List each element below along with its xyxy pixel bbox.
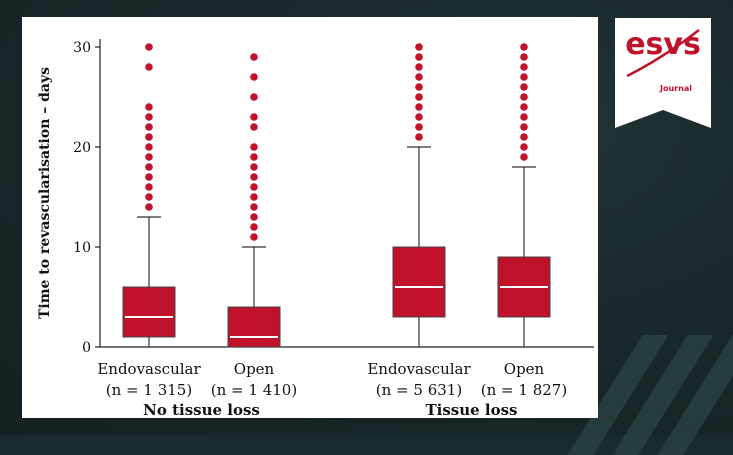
outlier-point: [250, 203, 258, 211]
box: [227, 306, 281, 348]
outlier-point: [145, 133, 153, 141]
outlier-point: [250, 163, 258, 171]
outlier-point: [250, 193, 258, 201]
outlier-point: [250, 173, 258, 181]
outlier-point: [520, 103, 528, 111]
outlier-point: [250, 223, 258, 231]
outlier-point: [250, 213, 258, 221]
outlier-point: [520, 83, 528, 91]
outlier-point: [520, 63, 528, 71]
group-label: No tissue loss: [143, 401, 260, 418]
outlier-point: [145, 193, 153, 201]
outlier-point: [250, 143, 258, 151]
outlier-point: [415, 53, 423, 61]
outlier-point: [250, 73, 258, 81]
group-label: Tissue loss: [425, 401, 517, 418]
outlier-point: [415, 43, 423, 51]
outlier-point: [250, 123, 258, 131]
outlier-point: [415, 103, 423, 111]
outlier-point: [415, 123, 423, 131]
y-tick-label: 0: [82, 340, 91, 356]
category-label: Open: [234, 360, 275, 378]
outlier-point: [415, 133, 423, 141]
outlier-point: [520, 143, 528, 151]
y-tick-label: 30: [73, 40, 91, 56]
outlier-point: [250, 53, 258, 61]
category-label: Endovascular: [97, 360, 201, 378]
outlier-point: [145, 123, 153, 131]
outlier-point: [250, 113, 258, 121]
outlier-point: [145, 113, 153, 121]
outlier-point: [415, 93, 423, 101]
box: [392, 246, 446, 318]
outlier-point: [415, 73, 423, 81]
sample-size-label: (n = 1 827): [481, 381, 567, 399]
sample-size-label: (n = 5 631): [376, 381, 462, 399]
y-tick-label: 20: [73, 140, 91, 156]
outlier-point: [520, 73, 528, 81]
outlier-point: [250, 233, 258, 241]
sample-size-label: (n = 1 410): [211, 381, 297, 399]
y-axis-label: Time to revascularisation – days: [37, 67, 53, 319]
box: [122, 286, 176, 338]
outlier-point: [520, 43, 528, 51]
outlier-point: [145, 63, 153, 71]
outlier-point: [520, 123, 528, 131]
journal-label: Journal: [660, 84, 692, 93]
outlier-point: [415, 83, 423, 91]
outlier-point: [520, 53, 528, 61]
chart-panel: 0 10 20 30 Time to revascularisation – days E…: [22, 17, 598, 418]
esvs-logo: esvs Journal: [615, 18, 711, 128]
outlier-point: [250, 183, 258, 191]
outlier-point: [145, 153, 153, 161]
outlier-point: [145, 173, 153, 181]
outlier-point: [145, 143, 153, 151]
outlier-point: [415, 63, 423, 71]
y-tick-label: 10: [73, 240, 91, 256]
outlier-point: [145, 103, 153, 111]
outlier-point: [250, 93, 258, 101]
outlier-point: [520, 113, 528, 121]
category-label: Endovascular: [367, 360, 471, 378]
outlier-point: [520, 153, 528, 161]
outlier-point: [145, 183, 153, 191]
outlier-point: [250, 153, 258, 161]
outlier-point: [520, 93, 528, 101]
outlier-point: [145, 163, 153, 171]
category-label: Open: [504, 360, 545, 378]
outlier-point: [145, 43, 153, 51]
outlier-point: [520, 133, 528, 141]
sample-size-label: (n = 1 315): [106, 381, 192, 399]
outlier-point: [145, 203, 153, 211]
outlier-point: [415, 113, 423, 121]
boxplot-chart: 0 10 20 30 Time to revascularisation – days E…: [37, 39, 594, 418]
